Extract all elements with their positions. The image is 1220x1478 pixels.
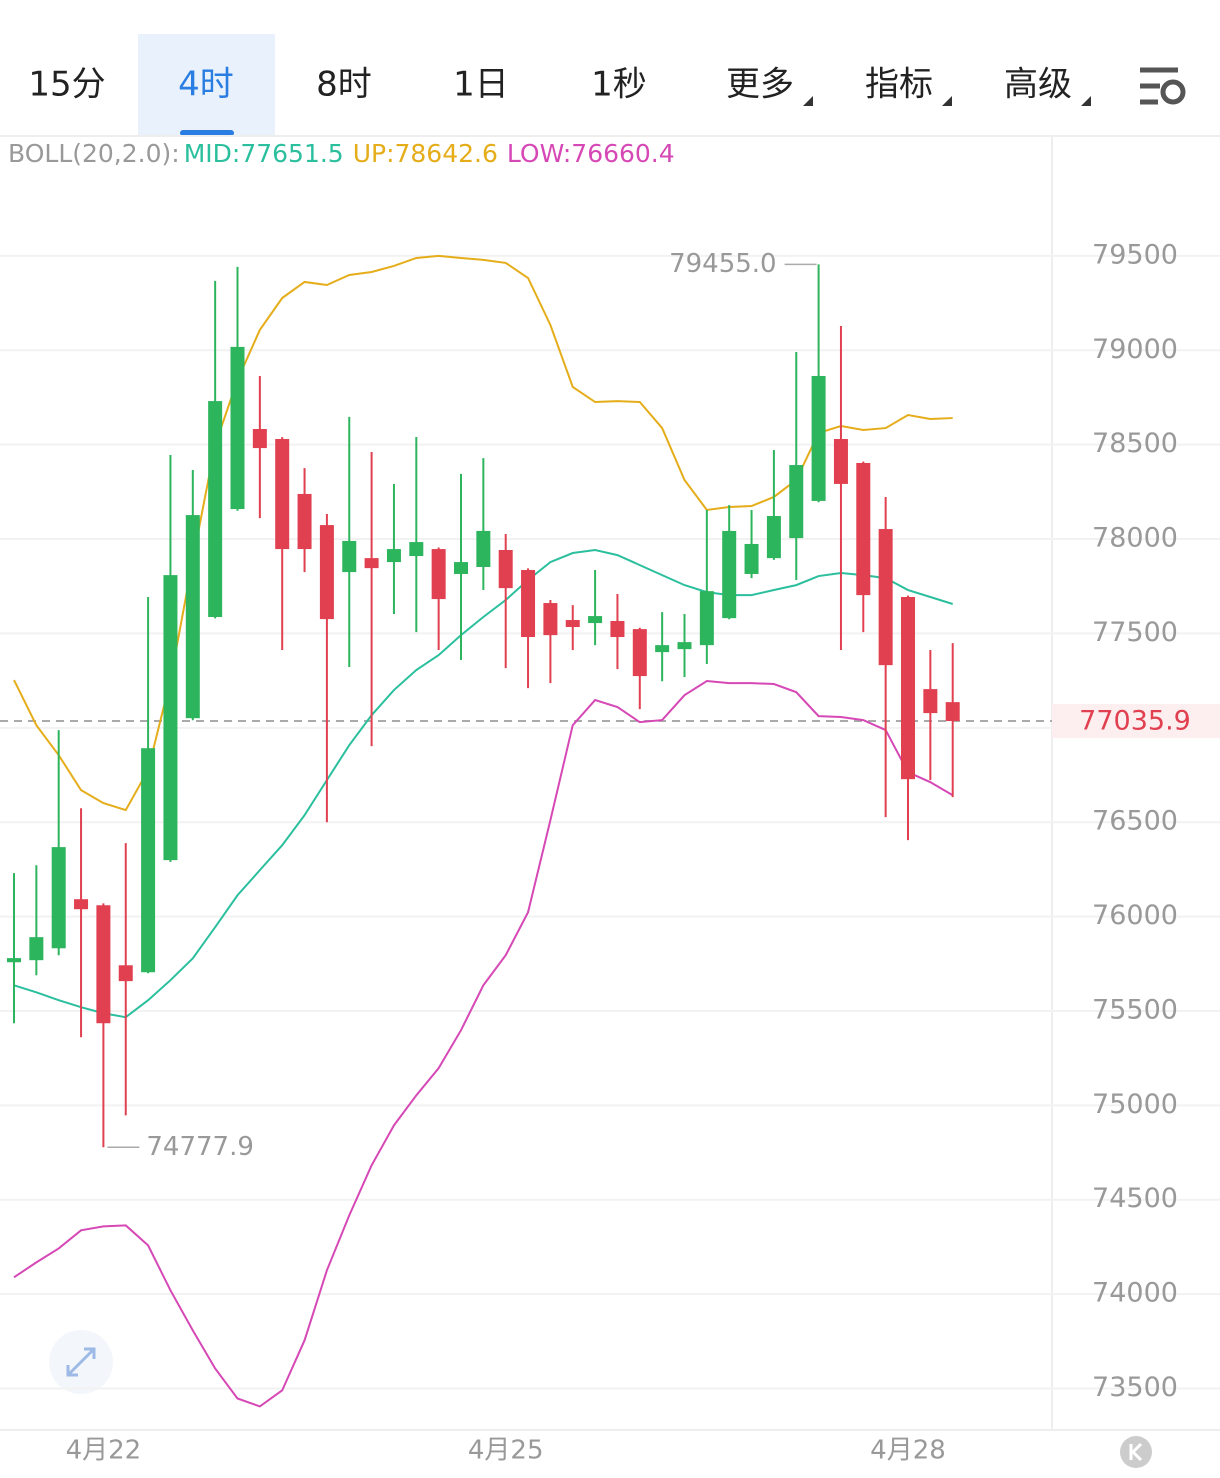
candle-body — [833, 439, 848, 484]
candle-body — [409, 542, 424, 557]
legend-low: LOW:76660.4 — [507, 139, 675, 168]
y-tick-label: 76000 — [1092, 900, 1178, 931]
y-tick-label: 73500 — [1092, 1372, 1178, 1403]
tab[interactable]: 1日 — [453, 65, 509, 105]
candle-body — [945, 702, 960, 722]
candle-body — [789, 465, 804, 539]
candle-body — [856, 462, 871, 596]
candle-body — [454, 562, 468, 574]
last-price-tag — [1052, 704, 1220, 739]
candle-body — [766, 516, 781, 559]
expand-button[interactable] — [49, 1330, 113, 1394]
candle-body — [96, 905, 111, 1024]
candle-body — [901, 597, 915, 780]
y-tick-label: 78500 — [1092, 428, 1178, 459]
k-button[interactable] — [1120, 1436, 1152, 1468]
x-tick-label: 4月28 — [870, 1436, 946, 1466]
candle-body — [386, 549, 401, 563]
dropdown-arrows — [803, 96, 1091, 106]
candle-body — [588, 616, 603, 624]
y-tick-label: 74000 — [1092, 1278, 1178, 1309]
x-tick-label: 4月25 — [468, 1436, 544, 1466]
candle-body — [163, 575, 178, 861]
candle-body — [543, 603, 558, 636]
y-tick-label: 76500 — [1092, 806, 1178, 837]
y-tick-label: 77500 — [1092, 617, 1178, 648]
candle-body — [655, 645, 670, 653]
tab[interactable]: 4时 — [178, 65, 234, 105]
candle-body — [431, 549, 446, 600]
candle-body — [677, 642, 692, 650]
candle-body — [230, 346, 245, 510]
candle-body — [610, 620, 625, 638]
settings-icon[interactable] — [1140, 67, 1186, 105]
candle-body — [29, 937, 44, 961]
candle-body — [565, 620, 580, 628]
x-tick-label: 4月22 — [66, 1436, 142, 1466]
boll-line — [13, 679, 954, 1408]
candle-body — [342, 540, 357, 573]
y-tick-label: 75000 — [1092, 1089, 1178, 1120]
candle-body — [118, 965, 133, 982]
candle-body — [878, 529, 893, 666]
candle-body — [74, 899, 89, 910]
candle-body — [476, 530, 491, 567]
candle-body — [744, 543, 759, 574]
candle-body — [722, 530, 737, 619]
legend-up: UP:78642.6 — [353, 139, 498, 168]
y-tick-label: 74500 — [1092, 1183, 1178, 1214]
y-tick-label: 79500 — [1092, 239, 1178, 270]
legend-mid: MID:77651.5 — [184, 139, 344, 168]
candle-body — [275, 439, 290, 550]
candle-body — [297, 493, 312, 550]
candle-body — [319, 525, 334, 620]
last-price-label: 77035.9 — [1079, 706, 1191, 737]
candle-body — [208, 401, 223, 618]
indicator-legend: BOLL(20,2.0): MID:77651.5 UP:78642.6 LOW:76… — [8, 139, 675, 168]
y-tick-label: 79000 — [1092, 334, 1178, 365]
candle-body — [51, 847, 66, 949]
active-tab-bg — [138, 34, 275, 135]
candle-body — [923, 689, 938, 714]
candle-body — [141, 748, 156, 973]
max-marker-label: 79455.0 — [669, 249, 777, 279]
candle-body — [521, 570, 536, 638]
tab[interactable]: 15分 — [28, 65, 105, 105]
candle-body — [699, 591, 714, 646]
tab[interactable]: 更多 — [726, 65, 794, 105]
tab[interactable]: 指标 — [865, 65, 933, 105]
candle-body — [498, 550, 513, 589]
y-tick-label: 78000 — [1092, 523, 1178, 554]
candle-body — [185, 515, 200, 719]
tab[interactable]: 8时 — [316, 65, 372, 105]
candle-body — [811, 375, 826, 501]
tab[interactable]: 1秒 — [591, 65, 647, 105]
candle-body — [632, 629, 647, 677]
boll-line — [13, 548, 953, 1019]
y-tick-label: 75500 — [1092, 994, 1178, 1025]
indicator-label: BOLL(20,2.0): — [8, 139, 180, 168]
candle-body — [252, 429, 267, 449]
min-marker-label: 74777.9 — [146, 1132, 254, 1162]
tab[interactable]: 高级 — [1004, 65, 1072, 105]
candle-body — [364, 558, 379, 569]
candle-body — [7, 958, 21, 963]
active-tab-indicator — [180, 130, 234, 136]
